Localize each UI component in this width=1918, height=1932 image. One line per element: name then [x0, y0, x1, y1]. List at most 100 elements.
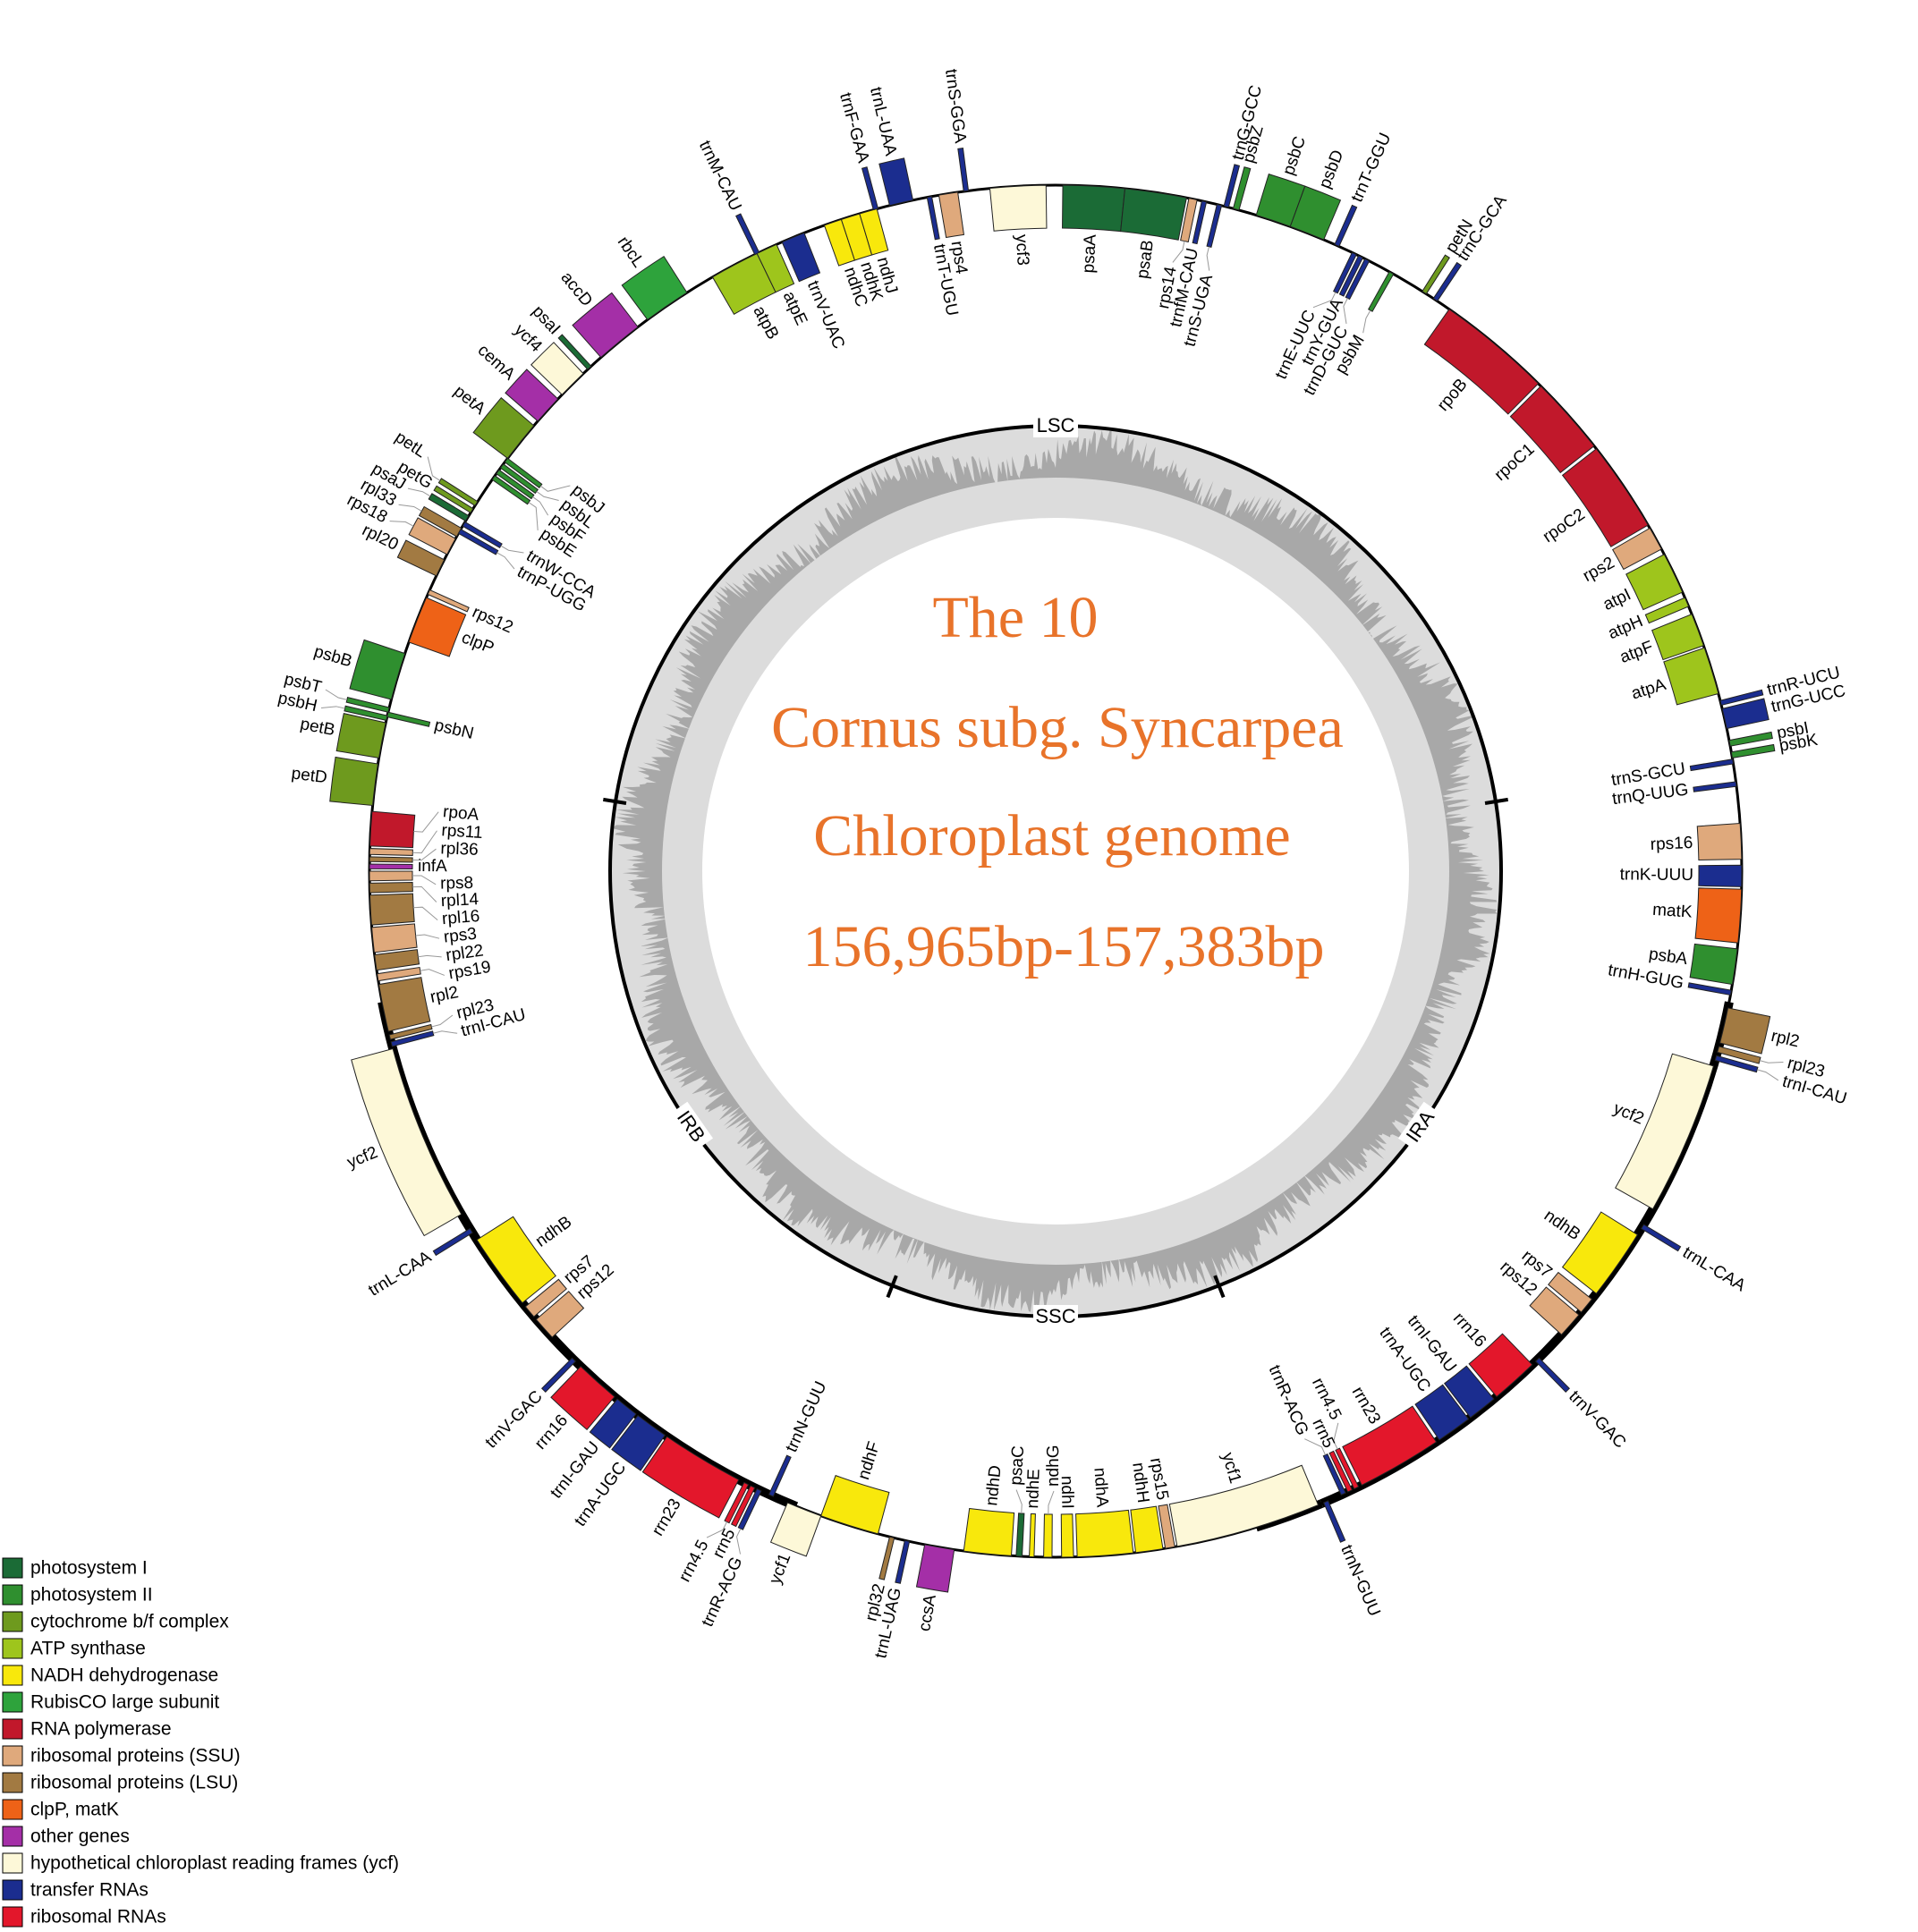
- leader-line: [532, 496, 549, 516]
- legend-swatch: [2, 1638, 23, 1659]
- gene-box: [1342, 1405, 1438, 1487]
- legend-swatch: [2, 1718, 23, 1740]
- gene-label: rpl14: [440, 890, 480, 911]
- region-label-bg: [1033, 414, 1078, 437]
- gene-label: psaC: [1006, 1445, 1028, 1487]
- gene-label: rpl2: [429, 983, 460, 1007]
- gene-box: [369, 810, 416, 849]
- legend-label: transfer RNAs: [30, 1880, 149, 1901]
- leader-line: [1757, 1069, 1779, 1081]
- gene-label: rrn5: [709, 1526, 740, 1562]
- leader-line: [431, 1014, 454, 1028]
- gene-box: [895, 1539, 911, 1584]
- gene-box: [427, 589, 470, 613]
- leader-line: [320, 706, 345, 709]
- gene-box: [1714, 1055, 1759, 1073]
- gene-box: [396, 539, 446, 577]
- gene-box: [589, 1398, 637, 1449]
- leader-line: [427, 456, 441, 481]
- gene-box: [963, 1507, 1015, 1556]
- gene-label: cemA: [474, 341, 519, 384]
- leader-line: [1362, 309, 1371, 334]
- gene-box: [1322, 1453, 1346, 1496]
- gene-box: [557, 334, 592, 370]
- gene-box: [1180, 198, 1198, 243]
- region-label-bg: [1397, 1101, 1443, 1152]
- gene-label: atpI: [1600, 585, 1634, 614]
- gene-label: rrn23: [649, 1496, 685, 1539]
- gene-box: [1719, 689, 1764, 707]
- gene-box: [408, 517, 456, 555]
- gene-label: trnV-GAC: [1565, 1387, 1629, 1453]
- gene-box: [781, 232, 821, 283]
- gene-label: psaA: [1079, 233, 1099, 274]
- leader-line: [1015, 1489, 1023, 1514]
- legend-swatch: [2, 1772, 23, 1793]
- gene-box: [329, 756, 379, 807]
- gene-box: [878, 1536, 895, 1580]
- gene-label: rpl2: [1769, 1027, 1802, 1052]
- gene-box: [1414, 1384, 1470, 1441]
- gene-label: trnT-GGU: [1348, 131, 1396, 206]
- gene-box: [374, 949, 420, 971]
- gene-label: trnV-UAC: [803, 278, 848, 352]
- gene-box: [345, 696, 390, 713]
- gene-label: accD: [557, 268, 597, 310]
- gene-label: psbB: [311, 642, 353, 671]
- gene-label: atpA: [1629, 675, 1668, 704]
- gene-label: ccsA: [915, 1593, 940, 1632]
- gene-label: ycf2: [344, 1143, 380, 1173]
- gene-box: [386, 711, 431, 727]
- gene-box: [1223, 164, 1241, 208]
- gene-box: [859, 208, 889, 256]
- gene-label: ndhF: [854, 1439, 884, 1482]
- leader-line: [1304, 1438, 1327, 1455]
- gene-label: ndhA: [1090, 1467, 1111, 1508]
- gene-box: [1689, 758, 1735, 772]
- leader-line: [413, 906, 438, 921]
- gene-box: [378, 977, 431, 1032]
- gene-label: trnF-GAA: [836, 90, 872, 165]
- legend-label: other genes: [30, 1826, 130, 1847]
- gene-box: [1728, 731, 1773, 747]
- gene-box: [1432, 261, 1463, 302]
- gene-label: ycf2: [1610, 1099, 1646, 1129]
- gene-label: rrn16: [1449, 1309, 1489, 1352]
- legend-swatch: [2, 1852, 23, 1874]
- leader-line: [539, 485, 571, 492]
- gene-box: [1333, 251, 1357, 294]
- gene-box: [1625, 554, 1684, 611]
- gene-label: petB: [299, 715, 336, 740]
- leader-line: [412, 886, 437, 902]
- gene-box: [491, 475, 531, 505]
- gene-box: [1289, 185, 1342, 241]
- gene-box: [1693, 781, 1737, 792]
- leader-line: [1759, 1060, 1784, 1063]
- gene-label: petL: [392, 428, 429, 462]
- leader-line: [736, 1528, 742, 1555]
- gene-box: [369, 882, 413, 894]
- leader-line: [398, 504, 422, 512]
- leader-line: [407, 487, 431, 497]
- legend-swatch: [2, 1691, 23, 1713]
- gene-label: atpB: [750, 303, 783, 343]
- gene-label: matK: [1652, 901, 1693, 922]
- gene-label: psbA: [1648, 945, 1689, 969]
- legend-swatch: [2, 1611, 23, 1632]
- gene-label: trnN-GUU: [782, 1378, 830, 1455]
- gene-label: rps3: [443, 925, 478, 947]
- gene-box: [1130, 1505, 1164, 1554]
- gene-box: [820, 1474, 890, 1535]
- gene-box: [621, 255, 688, 321]
- gene-label: ycf3: [1012, 233, 1032, 266]
- gene-box: [457, 528, 499, 555]
- gene-label: trnR-ACG: [699, 1555, 747, 1631]
- gene-box: [861, 166, 879, 211]
- region-name: SSC: [1035, 1305, 1075, 1327]
- gene-label: rbcL: [614, 233, 648, 271]
- gene-box: [611, 1414, 666, 1471]
- gene-box: [878, 157, 914, 207]
- gene-box: [1719, 1007, 1771, 1055]
